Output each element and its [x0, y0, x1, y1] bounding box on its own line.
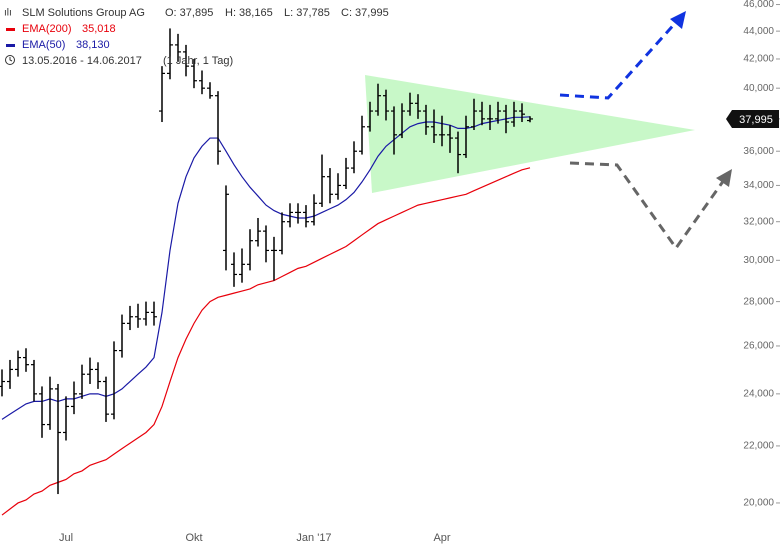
y-tick-label: 22,000	[743, 441, 774, 452]
chart-icon: ılı	[4, 8, 12, 19]
bull-arrow-head	[670, 11, 686, 29]
ohlc-high: H: 38,165	[225, 7, 273, 19]
y-tick-label: 46,000	[743, 0, 774, 10]
y-tick-label: 44,000	[743, 26, 774, 37]
ohlc-open: O: 37,895	[165, 7, 213, 19]
bear-arrow	[569, 161, 726, 251]
bear-arrow-head	[716, 169, 732, 187]
clock-icon	[5, 55, 15, 65]
y-tick-label: 40,000	[743, 83, 774, 94]
x-tick-label: Apr	[433, 532, 450, 544]
y-tick-label: 34,000	[743, 180, 774, 191]
x-tick-label: Okt	[185, 532, 202, 544]
period: 13.05.2016 - 14.06.2017	[22, 55, 142, 67]
legend: ılı SLM Solutions Group AG O: 37,895 H: …	[4, 7, 389, 67]
clock-hand	[9, 57, 13, 62]
period-note: (1 Jahr, 1 Tag)	[163, 55, 233, 67]
price-tag-label: 37,995	[739, 114, 773, 126]
y-tick-label: 32,000	[743, 216, 774, 227]
legend-swatch	[6, 28, 15, 31]
legend-value: 35,018	[82, 23, 116, 35]
y-tick-label: 30,000	[743, 255, 774, 266]
y-tick-label: 20,000	[743, 498, 774, 509]
y-tick-label: 24,000	[743, 388, 774, 399]
legend-label: EMA(50)	[22, 39, 65, 51]
legend-value: 38,130	[76, 39, 110, 51]
price-tag	[726, 109, 779, 128]
y-tick-label: 42,000	[743, 54, 774, 65]
legend-swatch	[6, 44, 15, 47]
y-tick-label: 36,000	[743, 146, 774, 157]
x-tick-label: Jul	[59, 532, 73, 544]
marks	[0, 28, 533, 516]
y-tick-label: 26,000	[743, 341, 774, 352]
triangle-pattern	[365, 75, 695, 193]
y-tick-label: 28,000	[743, 296, 774, 307]
ohlc-close: C: 37,995	[341, 7, 389, 19]
legend-label: EMA(200)	[22, 23, 72, 35]
ohlc-low: L: 37,785	[284, 7, 330, 19]
bull-arrow	[559, 18, 680, 100]
ema-line	[1, 167, 531, 516]
chart-title: SLM Solutions Group AG	[22, 7, 145, 19]
x-tick-label: Jan '17	[296, 532, 331, 544]
